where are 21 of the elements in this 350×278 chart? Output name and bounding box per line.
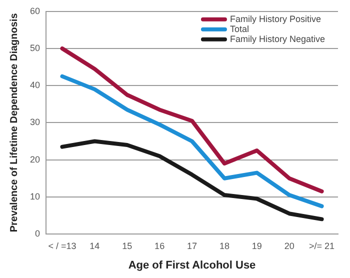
x-tick-label: 15 bbox=[122, 240, 132, 251]
y-tick-label: 40 bbox=[30, 80, 40, 90]
x-tick-label: 18 bbox=[219, 240, 230, 251]
x-tick-label: 14 bbox=[90, 240, 100, 251]
x-tick-label: >/= 21 bbox=[309, 240, 335, 251]
x-tick-label: 17 bbox=[187, 240, 198, 251]
y-tick-label: 20 bbox=[30, 154, 40, 164]
x-axis-title: Age of First Alcohol Use bbox=[128, 259, 256, 272]
legend-label: Family History Positive bbox=[230, 14, 321, 24]
y-axis-title: Prevalence of Lifetime Dependence Diagnosis bbox=[8, 12, 20, 232]
legend-label: Total bbox=[230, 24, 249, 34]
y-tick-label: 0 bbox=[34, 228, 40, 238]
x-tick-label: 19 bbox=[252, 240, 262, 251]
x-tick-label: < / =13 bbox=[48, 240, 76, 251]
y-tick-label: 30 bbox=[30, 117, 40, 128]
y-tick-label: 10 bbox=[30, 191, 40, 202]
x-tick-label: 16 bbox=[154, 240, 165, 251]
x-tick-label: 20 bbox=[284, 240, 294, 251]
legend-label: Family History Negative bbox=[230, 34, 326, 44]
y-tick-label: 60 bbox=[30, 6, 40, 16]
y-tick-label: 50 bbox=[30, 42, 40, 53]
